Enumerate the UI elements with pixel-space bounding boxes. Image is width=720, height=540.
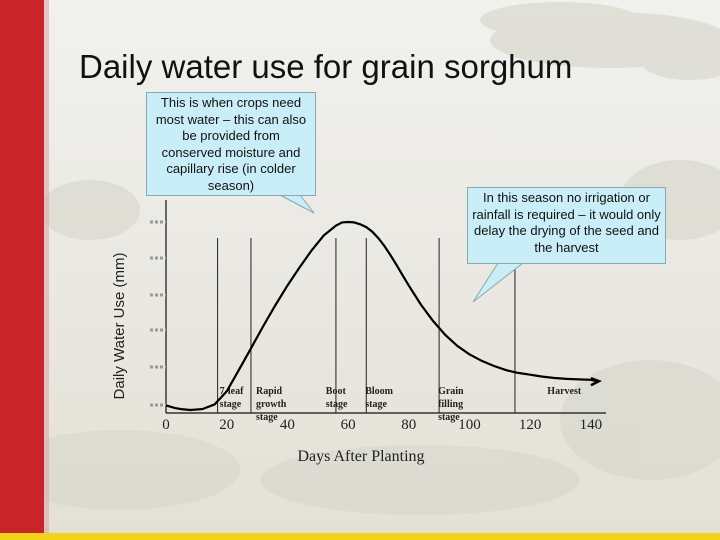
stage-label: Grain filling stage	[438, 386, 464, 423]
slide-title: Daily water use for grain sorghum	[79, 48, 573, 85]
stage-labels: 7-leaf stage Rapid growth stage Boot stage Bloo…	[220, 386, 582, 423]
chart-axes	[150, 200, 606, 414]
stage-label: Boot stage	[326, 386, 348, 410]
stage-label: Rapid growth stage	[256, 386, 287, 423]
x-tick-label: 120	[519, 417, 542, 433]
y-axis-label: Daily Water Use (mm)	[111, 253, 128, 400]
stage-label: 7-leaf stage	[220, 386, 245, 410]
x-tick-label: 0	[162, 417, 170, 433]
x-tick-label: 100	[458, 417, 481, 433]
stage-label: Harvest	[547, 386, 582, 397]
water-use-curve	[165, 220, 598, 412]
x-tick-label: 80	[401, 417, 416, 433]
x-tick-labels: 0 20 40 60 80 100 120 140	[162, 417, 602, 433]
callout-no-irrigation: In this season no irrigation or rainfall…	[467, 187, 666, 264]
curve-end-arrow	[590, 377, 603, 387]
x-tick-label: 40	[280, 417, 295, 433]
x-tick-label: 60	[341, 417, 356, 433]
faded-trees-decoration	[0, 2, 720, 515]
bottom-yellow-band	[0, 533, 720, 540]
x-tick-label: 20	[219, 417, 234, 433]
x-axis-label: Days After Planting	[297, 448, 424, 465]
stage-label: Bloom stage	[365, 386, 393, 410]
x-tick-label: 140	[580, 417, 603, 433]
stage-boundary-lines	[217, 238, 516, 413]
left-red-band	[0, 0, 44, 540]
callout-peak-water-need: This is when crops need most water – thi…	[146, 92, 316, 196]
left-band-edge	[44, 0, 49, 540]
